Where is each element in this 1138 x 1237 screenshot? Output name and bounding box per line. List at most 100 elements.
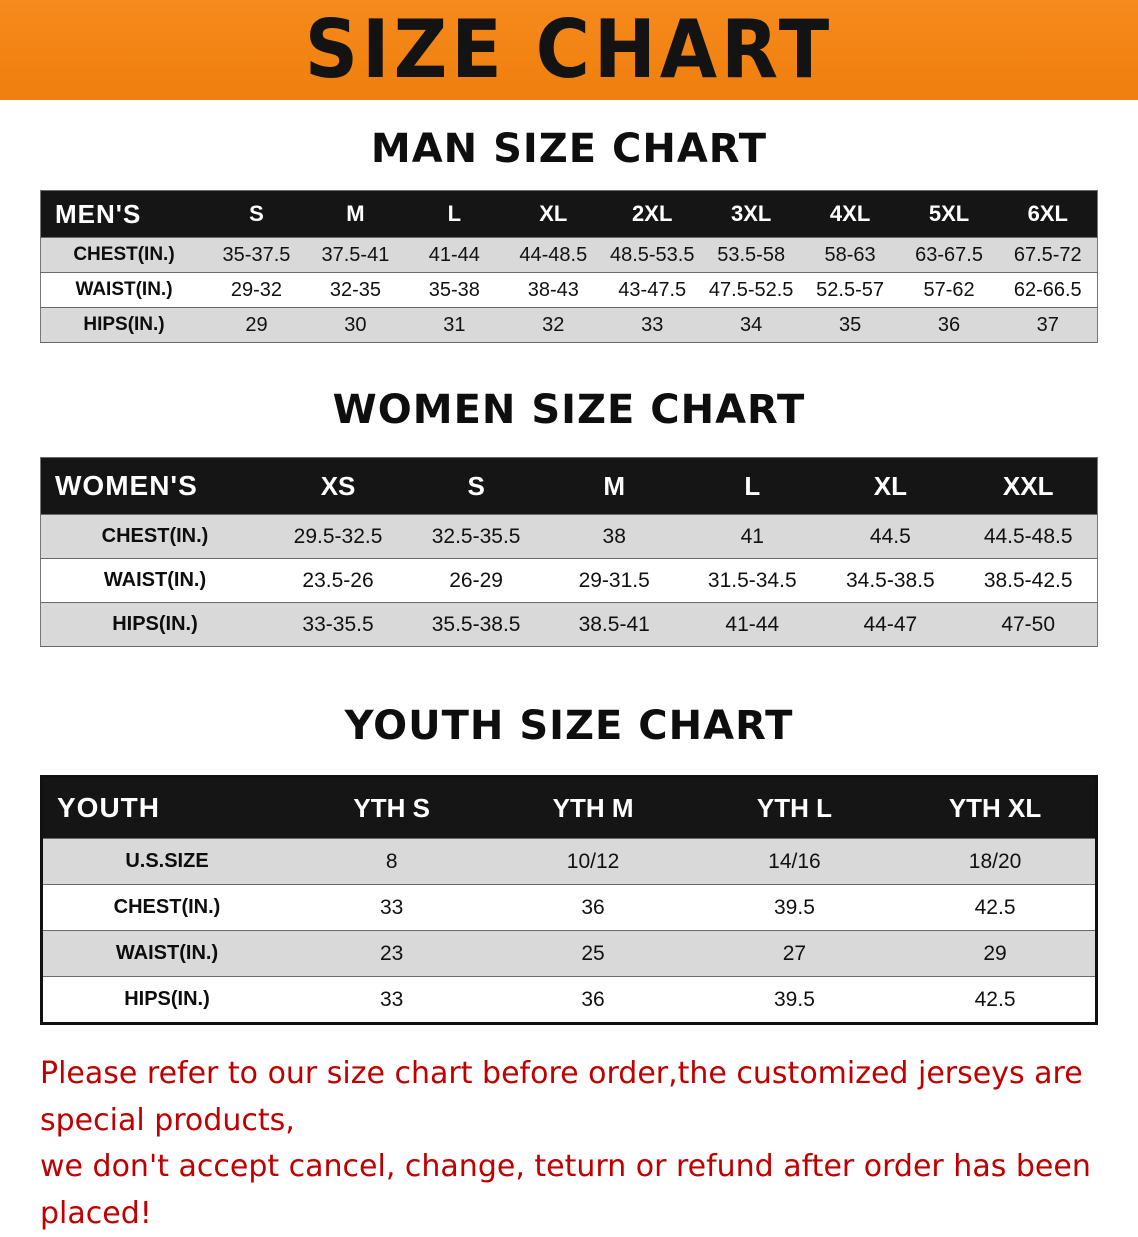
- data-cell: 30: [344, 313, 367, 336]
- table-row: CHEST(IN.) 33 36 39.5 42.5: [41, 884, 1097, 931]
- row-label: WAIST(IN.): [115, 942, 219, 964]
- women-size-table: WOMEN'S XS S M L XL XXL CHEST(IN.) 29.5-32.5 32.5…: [40, 457, 1098, 647]
- data-cell: 25: [581, 941, 605, 965]
- data-cell: 62-66.5: [1013, 278, 1082, 301]
- data-cell: 33: [380, 895, 404, 919]
- size-column-header: YTH L: [693, 776, 896, 839]
- size-column-header: S: [207, 190, 306, 238]
- data-cell: 39.5: [774, 987, 815, 1011]
- data-cell: 44-47: [863, 612, 918, 636]
- table-row: WAIST(IN.) 23 25 27 29: [41, 930, 1097, 977]
- data-cell: 38: [602, 524, 626, 548]
- size-column-header: L: [404, 190, 504, 238]
- data-cell: 23.5-26: [302, 568, 374, 592]
- size-column-header: M: [305, 190, 405, 238]
- data-cell: 43-47.5: [618, 278, 687, 301]
- data-cell: 10/12: [566, 849, 620, 873]
- table-row: HIPS(IN.) 33 36 39.5 42.5: [41, 976, 1097, 1024]
- data-cell: 31: [443, 313, 466, 336]
- data-cell: 29-32: [230, 278, 283, 301]
- size-column-header: YTH M: [492, 776, 694, 839]
- row-label: CHEST(IN.): [101, 525, 209, 547]
- data-cell: 36: [581, 895, 605, 919]
- size-column-header: 5XL: [899, 190, 999, 238]
- women-section-title: WOMEN SIZE CHART: [332, 387, 806, 433]
- data-cell: 35-37.5: [222, 243, 291, 266]
- table-row: U.S.SIZE 8 10/12 14/16 18/20: [41, 838, 1097, 885]
- table-header-row: YOUTH YTH S YTH M YTH L YTH XL: [41, 776, 1097, 839]
- data-cell: 23: [380, 941, 404, 965]
- disclaimer-line-1: Please refer to our size chart before or…: [40, 1056, 1083, 1138]
- data-cell: 47.5-52.5: [708, 278, 794, 301]
- data-cell: 29-31.5: [578, 568, 650, 592]
- data-cell: 27: [782, 941, 807, 965]
- row-label: HIPS(IN.): [83, 314, 165, 335]
- table-row: HIPS(IN.) 33-35.5 35.5-38.5 38.5-41 41-44 44-…: [40, 602, 1098, 647]
- size-column-header: XXL: [959, 457, 1098, 515]
- size-column-header: 3XL: [701, 190, 801, 238]
- size-column-header: YTH XL: [895, 776, 1097, 839]
- data-cell: 37: [1036, 313, 1059, 336]
- data-cell: 32.5-35.5: [431, 524, 521, 548]
- size-column-header: XL: [503, 190, 603, 238]
- size-column-header: YTH S: [291, 776, 493, 839]
- table-row: WAIST(IN.) 23.5-26 26-29 29-31.5 31.5-34.5 34…: [40, 558, 1098, 603]
- size-column-header: XS: [269, 457, 408, 515]
- data-cell: 44.5: [869, 524, 911, 548]
- data-cell: 42.5: [974, 987, 1016, 1011]
- disclaimer-line-2: we don't accept cancel, change, teturn o…: [40, 1149, 1091, 1231]
- data-cell: 14/16: [768, 849, 821, 873]
- data-cell: 38.5-41: [578, 612, 650, 636]
- row-label: CHEST(IN.): [113, 896, 221, 918]
- data-cell: 39.5: [774, 895, 815, 919]
- data-cell: 41-44: [725, 612, 780, 636]
- youth-section-title: YOUTH SIZE CHART: [344, 703, 794, 749]
- data-cell: 35.5-38.5: [431, 612, 521, 636]
- table-row: WAIST(IN.) 29-32 32-35 35-38 38-43 43-47.5 47.…: [40, 272, 1098, 308]
- women-size-chart-section: WOMEN SIZE CHART WOMEN'S XS S M L XL XXL CHEST(…: [0, 387, 1138, 647]
- data-cell: 57-62: [923, 278, 975, 301]
- youth-size-table: YOUTH YTH S YTH M YTH L YTH XL U.S.SIZE 8 10/12…: [40, 775, 1098, 1025]
- data-cell: 26-29: [449, 568, 503, 592]
- size-column-header: XL: [821, 457, 960, 515]
- size-column-header: S: [407, 457, 546, 515]
- size-chart-banner: SIZE CHART: [0, 0, 1138, 100]
- data-cell: 36: [581, 987, 605, 1011]
- data-cell: 37.5-41: [321, 243, 390, 266]
- data-cell: 34.5-38.5: [845, 568, 935, 592]
- size-column-header: 4XL: [800, 190, 900, 238]
- data-cell: 44-48.5: [519, 243, 588, 266]
- table-category-header: YOUTH: [41, 776, 291, 839]
- data-cell: 33: [380, 987, 404, 1011]
- table-row: CHEST(IN.) 35-37.5 37.5-41 41-44 44-48.5 48.5…: [40, 237, 1098, 273]
- table-header-row: MEN'S S M L XL 2XL 3XL 4XL 5XL 6XL: [40, 190, 1098, 238]
- table-row: CHEST(IN.) 29.5-32.5 32.5-35.5 38 41 44.5 44.5…: [40, 514, 1098, 559]
- row-label: WAIST(IN.): [75, 279, 173, 300]
- data-cell: 38-43: [527, 278, 579, 301]
- row-label: WAIST(IN.): [103, 569, 207, 591]
- disclaimer-text: Please refer to our size chart before or…: [40, 1051, 1100, 1237]
- data-cell: 18/20: [968, 849, 1022, 873]
- data-cell: 35: [838, 313, 862, 336]
- data-cell: 36: [937, 313, 961, 336]
- size-column-header: M: [545, 457, 684, 515]
- men-section-title: MAN SIZE CHART: [370, 126, 768, 172]
- men-size-table: MEN'S S M L XL 2XL 3XL 4XL 5XL 6XL CHEST(IN.) 35-37…: [40, 190, 1098, 343]
- table-row: HIPS(IN.) 29 30 31 32 33 34 35 36 37: [40, 307, 1098, 343]
- data-cell: 67.5-72: [1013, 243, 1082, 266]
- size-column-header: L: [683, 457, 822, 515]
- size-column-header: 6XL: [998, 190, 1098, 238]
- men-size-chart-section: MAN SIZE CHART MEN'S S M L XL 2XL 3XL 4XL 5XL 6XL…: [0, 126, 1138, 343]
- row-label: HIPS(IN.): [124, 988, 210, 1010]
- youth-size-chart-section: YOUTH SIZE CHART YOUTH YTH S YTH M YTH L YTH…: [0, 703, 1138, 1025]
- data-cell: 29: [983, 941, 1007, 965]
- data-cell: 58-63: [824, 243, 876, 266]
- row-label: U.S.SIZE: [125, 850, 209, 872]
- table-category-header: MEN'S: [40, 190, 207, 238]
- data-cell: 47-50: [1001, 612, 1056, 636]
- data-cell: 34: [740, 313, 763, 336]
- data-cell: 32: [542, 313, 565, 336]
- size-column-header: 2XL: [602, 190, 702, 238]
- data-cell: 48.5-53.5: [609, 243, 695, 266]
- data-cell: 52.5-57: [816, 278, 885, 301]
